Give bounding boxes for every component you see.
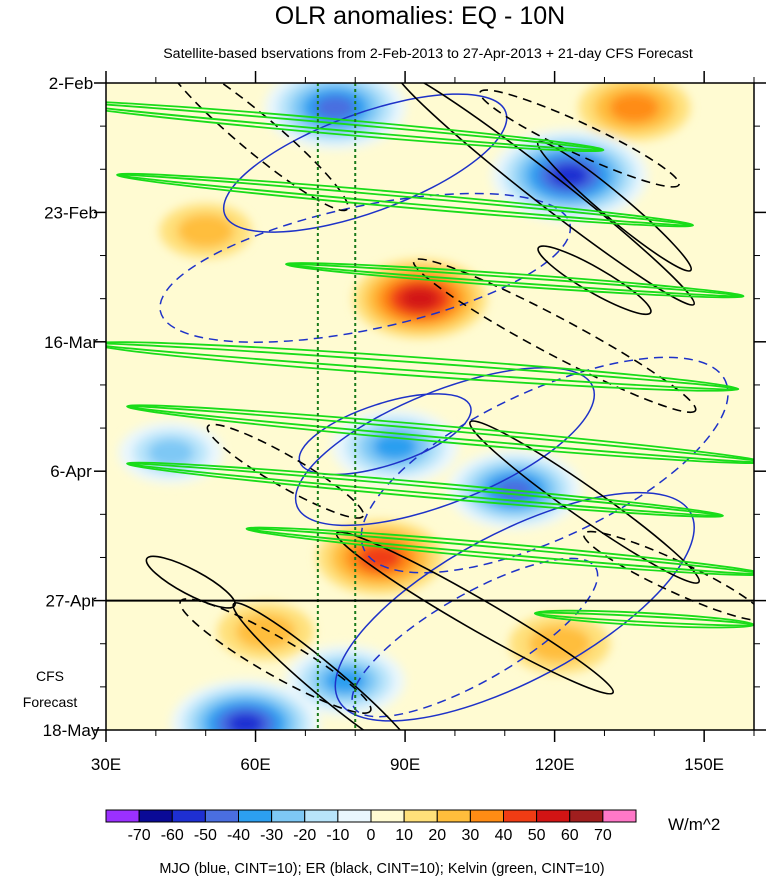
colorbar-label: 20 [428,827,446,844]
kelvin-contour [126,462,724,517]
kelvin-contour [245,527,754,576]
colorbar-swatch [469,809,504,823]
colorbar-label: -20 [293,827,316,844]
kelvin-contour [285,263,745,298]
x-tick-label: 150E [684,755,724,774]
axis-ticks: 30E 60E 90E 120E 150E 2-Feb 23-Feb 16-Mar 6-Apr 2… [43,71,766,774]
colorbar-swatch [271,809,306,823]
colorbar-swatch [238,809,273,823]
chart-subtitle: Satellite-based bservations from 2-Feb-2… [163,46,693,62]
kelvin-contour [106,101,605,152]
colorbar-swatch [171,809,206,823]
plot-area [106,83,754,730]
kelvin-contour [116,173,694,227]
colorbar-label: -50 [194,827,217,844]
er-contour [479,89,680,188]
mjo-contour [360,356,729,574]
y-tick-label: 16-Mar [44,333,98,352]
er-contour [469,420,700,584]
x-tick-label: 30E [91,755,121,774]
colorbar-swatch [370,809,405,823]
colorbar-swatch [536,809,571,823]
plot-frame [105,82,755,731]
kelvin-contour [106,342,740,391]
colorbar-label: -60 [161,827,184,844]
positive-anomaly-blob [528,625,591,663]
mjo-contour [351,557,599,718]
chart-title: OLR anomalies: EQ - 10N [275,2,565,30]
colorbar-label: 10 [395,827,413,844]
negative-anomaly-blob [147,439,194,467]
negative-anomaly-blob [227,713,264,730]
colorbar-label: 0 [367,827,376,844]
wave-contours [106,83,754,730]
colorbar-swatch [602,809,637,823]
positive-anomaly-blob [400,287,440,310]
y-tick-label: 23-Feb [44,203,98,222]
colorbar-label: -40 [227,827,250,844]
x-tick-label: 60E [240,755,270,774]
y-tick-label: 6-Apr [50,462,92,481]
er-contour [145,555,236,609]
colorbar-label: 40 [495,827,513,844]
positive-anomaly-blob [177,214,235,248]
er-contour [394,83,696,306]
colorbar-label: 50 [528,827,546,844]
colorbar-label: 70 [594,827,612,844]
colorbar-label: -30 [260,827,283,844]
positive-anomaly-blob [609,92,660,123]
contour-legend-note: MJO (blue, CINT=10); ER (black, CINT=10)… [159,861,604,877]
colorbar-swatch [436,809,471,823]
colorbar-swatch [105,809,140,823]
y-tick-label: 2-Feb [49,74,93,93]
er-contour [412,258,697,414]
colorbar-swatch [503,809,538,823]
colorbar-label: -70 [128,827,151,844]
mjo-contour [222,93,508,233]
forecast-label-line2: Forecast [23,694,78,710]
colorbar-swatch [337,809,372,823]
forecast-label-line1: CFS [36,668,64,684]
colorbar-swatch [204,809,239,823]
negative-anomaly-blob [315,95,356,120]
x-tick-label: 90E [390,755,420,774]
colorbar-label: 30 [461,827,479,844]
y-tick-label: 27-Apr [45,592,96,611]
x-tick-label: 120E [535,755,575,774]
y-tick-label: 18-May [43,721,100,740]
mjo-contour [159,192,572,343]
colorbar-label: -10 [326,827,349,844]
colorbar-units: W/m^2 [668,815,720,834]
negative-anomaly-blob [373,433,418,460]
colorbar-swatch [304,809,339,823]
colorbar-swatch [403,809,438,823]
er-contour [232,602,419,730]
kelvin-contour [126,405,754,464]
colorbar-swatch [138,809,173,823]
colorbar-swatch [569,809,604,823]
colorbar: -70 -60 -50 -40 -30 -20 -10 0 10 20 30 40 50 60 70 [105,809,637,844]
colorbar-label: 60 [561,827,579,844]
